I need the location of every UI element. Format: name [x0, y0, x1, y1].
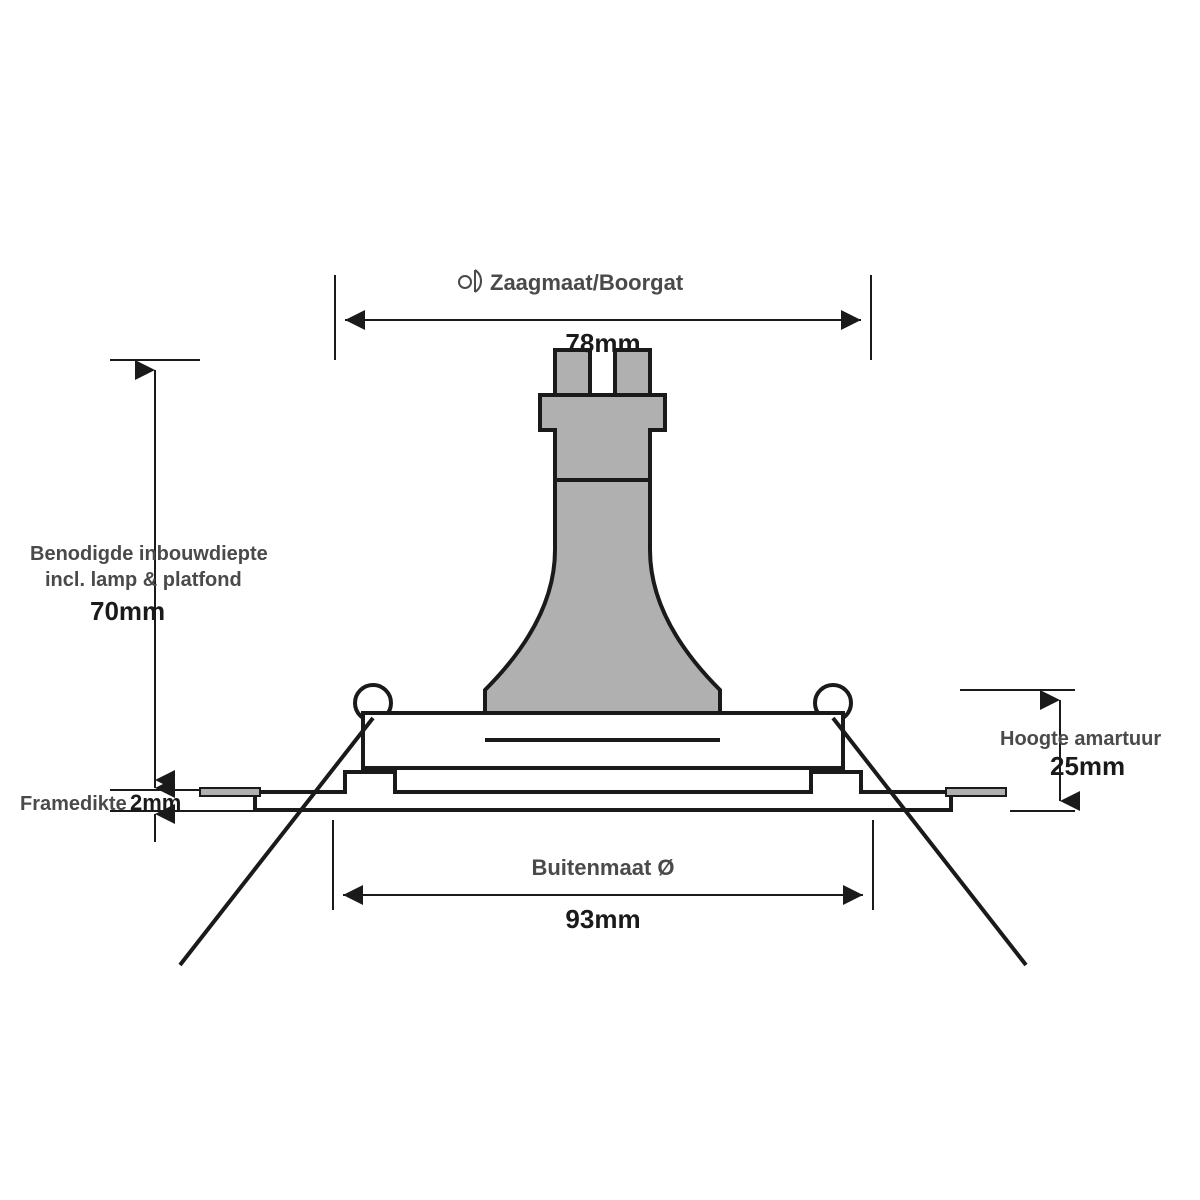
- dim-frame-thickness: Framedikte 2mm: [20, 760, 255, 842]
- dim-left-depth: Benodigde inbouwdiepte incl. lamp & plat…: [30, 360, 268, 790]
- spot-dimension-diagram: Zaagmaat/Boorgat 78mm Benodigde inbouwdi…: [0, 0, 1200, 1200]
- depth-label2: incl. lamp & platfond: [45, 569, 242, 591]
- lamp-body: [485, 350, 720, 740]
- top-label: Zaagmaat/Boorgat: [490, 270, 684, 295]
- depth-label1: Benodigde inbouwdiepte: [30, 543, 268, 565]
- dim-bottom: Buitenmaat Ø 93mm: [333, 820, 873, 934]
- spring-wire-right: [833, 718, 1026, 965]
- dim-top: Zaagmaat/Boorgat 78mm: [335, 270, 871, 360]
- framedikte-value: 2mm: [130, 790, 181, 815]
- top-value: 78mm: [565, 328, 640, 358]
- height-value: 25mm: [1050, 751, 1125, 781]
- bottom-value: 93mm: [565, 904, 640, 934]
- depth-value: 70mm: [90, 596, 165, 626]
- spring-wire-left: [180, 718, 373, 965]
- height-label: Hoogte amartuur: [1000, 728, 1161, 750]
- side-tab-left: [200, 788, 260, 796]
- flange: [255, 772, 951, 810]
- bottom-label: Buitenmaat Ø: [531, 855, 674, 880]
- framedikte-label: Framedikte: [20, 793, 127, 815]
- side-tab-right: [946, 788, 1006, 796]
